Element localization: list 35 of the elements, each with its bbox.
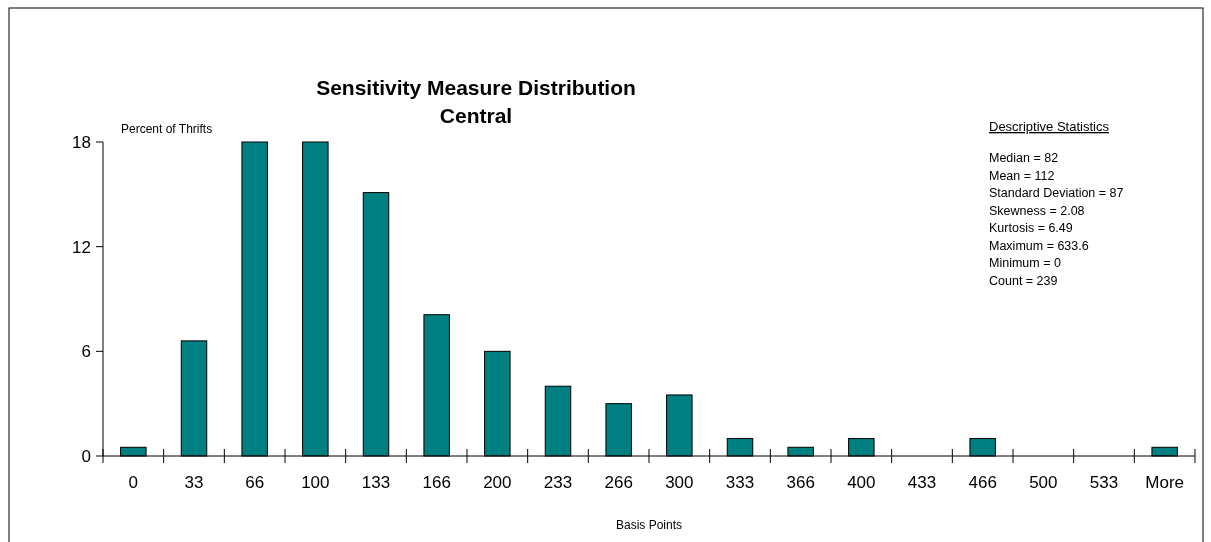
annotation: Minimum = 0 bbox=[989, 256, 1061, 270]
x-tick-label: 466 bbox=[968, 473, 997, 492]
x-tick-label: 400 bbox=[847, 473, 876, 492]
x-tick-label: 66 bbox=[245, 473, 265, 492]
x-tick-label: 33 bbox=[184, 473, 204, 492]
y-axis-title: Percent of Thrifts bbox=[121, 122, 213, 136]
y-tick-label: 18 bbox=[72, 132, 91, 152]
annotation: Standard Deviation = 87 bbox=[989, 186, 1124, 200]
chart-subtitle: Central bbox=[439, 104, 513, 127]
x-tick-label: 366 bbox=[786, 473, 815, 492]
x-tick-label: 300 bbox=[665, 473, 694, 492]
x-tick-label: 133 bbox=[361, 473, 391, 492]
x-tick-label: More bbox=[1145, 473, 1185, 492]
x-tick-label: 433 bbox=[907, 473, 937, 492]
annotation: Maximum = 633.6 bbox=[989, 238, 1089, 253]
annotation: Kurtosis = 6.49 bbox=[989, 221, 1073, 235]
x-tick-label: 333 bbox=[725, 473, 755, 492]
text: Descriptive Statistics bbox=[989, 119, 1110, 134]
x-tick-label: 100 bbox=[301, 473, 330, 492]
x-tick-label: 0 bbox=[128, 473, 139, 492]
annotation: Skewness = 2.08 bbox=[989, 203, 1085, 218]
x-tick-label: 233 bbox=[543, 473, 573, 492]
annotation: Mean = 112 bbox=[989, 168, 1055, 183]
x-tick-label: 533 bbox=[1089, 473, 1119, 492]
annotation: Count = 239 bbox=[989, 273, 1058, 288]
x-tick-label: 266 bbox=[604, 473, 633, 492]
y-tick-label: 12 bbox=[72, 237, 91, 257]
x-tick-label: 200 bbox=[483, 473, 512, 492]
x-axis-title: Basis Points bbox=[615, 518, 683, 532]
x-tick-label: 166 bbox=[422, 473, 451, 492]
y-tick-label: 6 bbox=[81, 342, 91, 362]
y-tick-label: 0 bbox=[81, 446, 91, 466]
chart-title: Sensitivity Measure Distribution bbox=[316, 76, 636, 99]
annotation: Median = 82 bbox=[989, 151, 1059, 165]
x-tick-label: 500 bbox=[1029, 473, 1058, 492]
